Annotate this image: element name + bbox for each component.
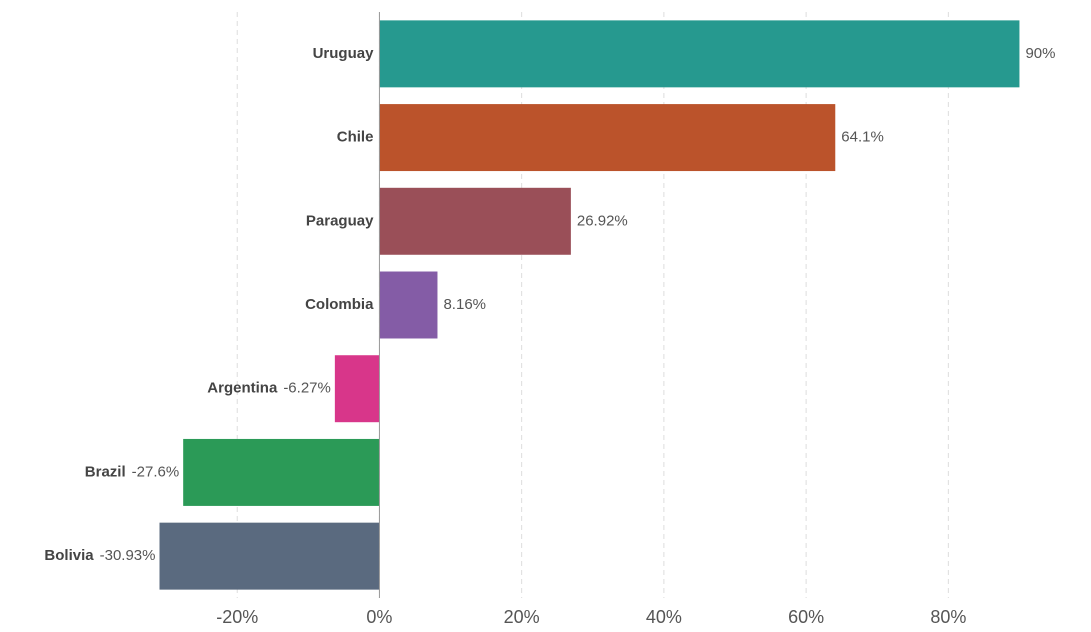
value-label: -30.93%	[100, 547, 156, 564]
bar	[379, 187, 571, 255]
bar	[159, 522, 380, 590]
x-tick-label: -20%	[216, 607, 258, 627]
category-label: Brazil	[85, 463, 126, 480]
category-label: Bolivia	[44, 547, 94, 564]
value-label: -27.6%	[132, 463, 180, 480]
x-tick-label: 60%	[788, 607, 824, 627]
category-label: Colombia	[305, 296, 374, 313]
value-label: 8.16%	[443, 296, 486, 313]
category-label: Argentina	[207, 380, 278, 397]
category-label: Uruguay	[313, 45, 375, 62]
bar	[379, 20, 1020, 88]
bar	[379, 104, 836, 172]
bar	[379, 271, 438, 339]
bar	[334, 355, 380, 423]
value-label: 90%	[1025, 45, 1055, 62]
value-label: 64.1%	[841, 129, 884, 146]
bar	[183, 438, 380, 506]
x-tick-label: 0%	[366, 607, 392, 627]
value-label: -6.27%	[283, 380, 331, 397]
x-tick-label: 40%	[646, 607, 682, 627]
x-tick-label: 80%	[930, 607, 966, 627]
category-label: Paraguay	[306, 212, 374, 229]
value-label: 26.92%	[577, 212, 628, 229]
category-label: Chile	[337, 129, 374, 146]
x-tick-label: 20%	[504, 607, 540, 627]
